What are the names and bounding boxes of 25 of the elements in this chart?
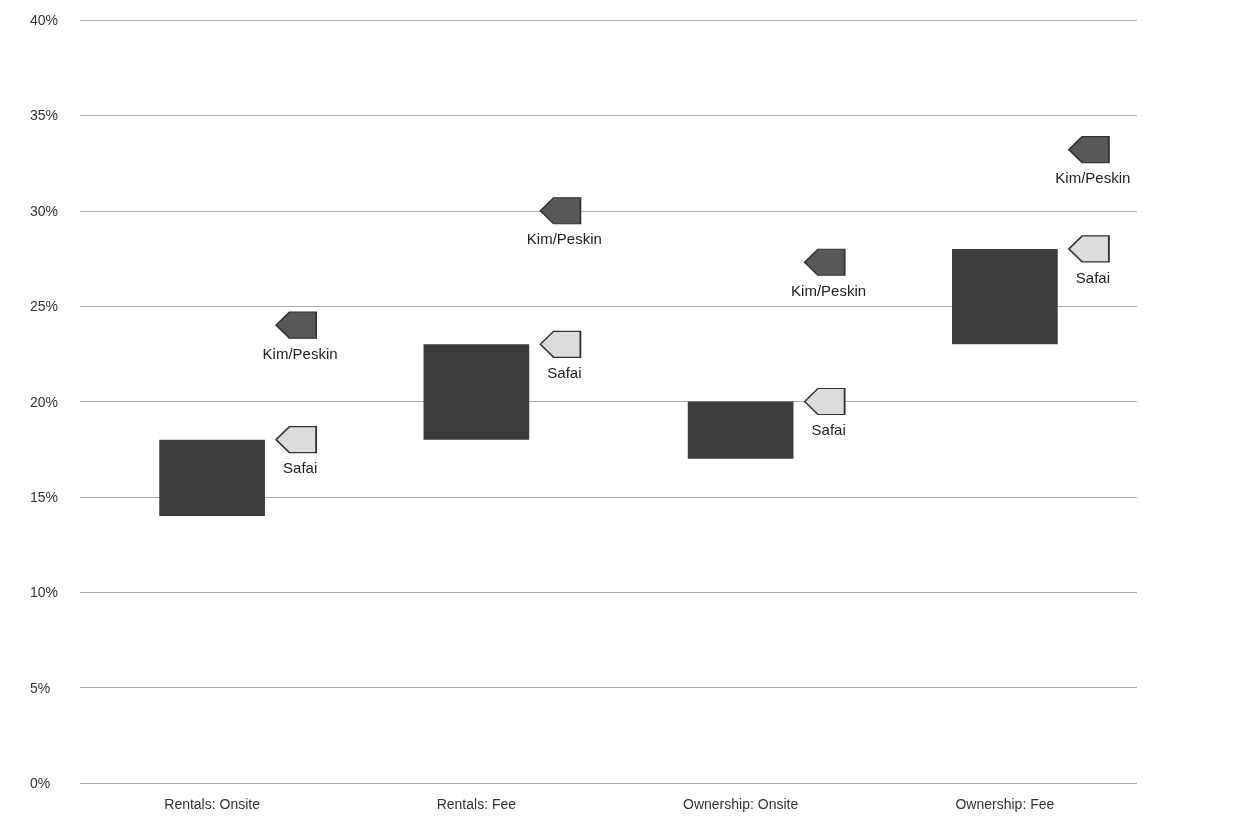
x-tick-label: Rentals: Fee [436, 796, 517, 812]
text: Safai [547, 363, 582, 381]
x-tick-label: Ownership: Onsite [683, 796, 799, 812]
bar [687, 401, 794, 459]
text: Kim/Peskin [1055, 169, 1131, 187]
bar [952, 248, 1058, 345]
text: Kim/Peskin [262, 344, 338, 362]
y-tick-label: 5% [30, 679, 51, 696]
series-label: Kim/Peskin [526, 230, 602, 248]
text: Kim/Peskin [791, 281, 867, 299]
x-tick-label: Rentals: Onsite [164, 796, 261, 812]
y-tick-label: 15% [30, 488, 59, 505]
text: Safai [283, 459, 318, 477]
series-label: Safai [1075, 268, 1110, 286]
bar [159, 439, 265, 516]
y-tick-label: 40% [30, 12, 59, 28]
bar [423, 344, 530, 440]
y-tick-label: 30% [30, 202, 59, 219]
y-tick-label: 0% [30, 775, 51, 791]
y-tick-label: 35% [30, 107, 59, 124]
y-tick-label: 10% [30, 584, 59, 601]
x-tick-label: Ownership: Fee [955, 796, 1055, 812]
text: Safai [811, 421, 846, 439]
y-tick-label: 25% [30, 298, 59, 315]
y-tick-label: 20% [30, 393, 59, 410]
